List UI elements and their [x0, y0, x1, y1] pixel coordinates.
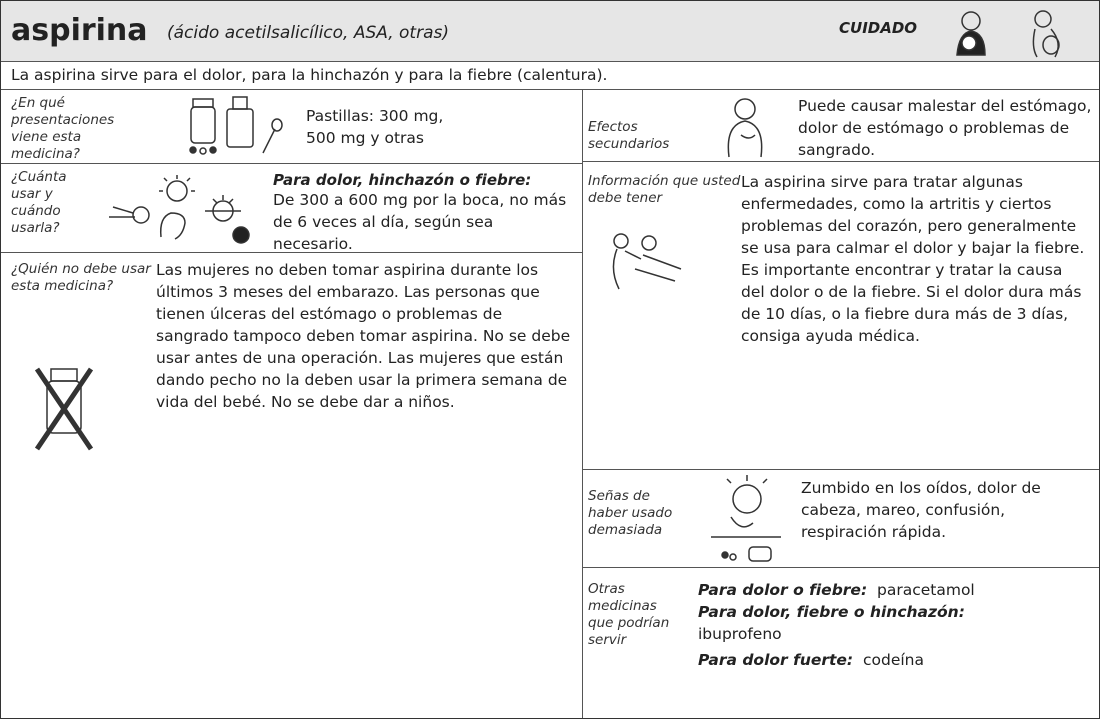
section-label: Otras medicinas que podrían servir — [588, 581, 670, 648]
other-medicines: Para dolor o fiebre: paracetamol Para do… — [698, 579, 1093, 671]
medicine-name: codeína — [863, 651, 925, 669]
medicine-item: Para dolor o fiebre: paracetamol — [698, 579, 1093, 601]
info-illustration — [612, 233, 682, 290]
header-bar — [1, 1, 1099, 61]
dose-illustration — [109, 175, 250, 244]
section-text: Las mujeres no deben tomar aspirina dura… — [156, 261, 571, 411]
title: aspirina — [11, 13, 148, 48]
section-text: La aspirina sirve para tratar algunas en… — [741, 173, 1085, 345]
section-label: ¿Quién no debe usar esta medicina? — [11, 261, 151, 294]
section-label: ¿En qué presentaciones viene esta medici… — [11, 95, 115, 162]
medicine-use: Para dolor, fiebre o hinchazón: — [698, 603, 965, 621]
side-effects-illustration — [727, 98, 763, 158]
section-text: Puede causar malestar del estómago, dolo… — [798, 97, 1092, 159]
medicine-name: ibuprofeno — [698, 625, 782, 643]
pills-illustration — [189, 96, 283, 155]
section-text: De 300 a 600 mg por la boca, no más de 6… — [273, 191, 567, 253]
no-use-illustration — [34, 367, 94, 451]
section-text: Zumbido en los oídos, dolor de cabeza, m… — [801, 479, 1041, 541]
medicine-item: Para dolor fuerte: codeína — [698, 649, 1093, 671]
intro: La aspirina sirve para el dolor, para la… — [11, 66, 608, 84]
warning-icons — [956, 10, 1060, 58]
section-heading: Para dolor, hinchazón o fiebre: — [273, 171, 532, 189]
medicine-use: Para dolor o fiebre: — [698, 581, 868, 599]
medicine-item: Para dolor, fiebre o hinchazón: ibuprofen… — [698, 601, 1093, 645]
medicine-name: paracetamol — [877, 581, 975, 599]
overdose-illustration — [711, 475, 781, 562]
subtitle: (ácido acetilsalicílico, ASA, otras) — [167, 23, 449, 43]
section-label: Efectos secundarios — [588, 119, 670, 152]
section-label: ¿Cuánta usar y cuándo usarla? — [11, 169, 67, 236]
warning: CUIDADO — [839, 19, 918, 37]
medicine-use: Para dolor fuerte: — [698, 651, 854, 669]
section-text: Pastillas: 300 mg, 500 mg y otras — [306, 107, 444, 147]
section-label: Señas de haber usado demasiada — [588, 488, 673, 538]
section-label: Información que usted debe tener — [588, 173, 741, 206]
